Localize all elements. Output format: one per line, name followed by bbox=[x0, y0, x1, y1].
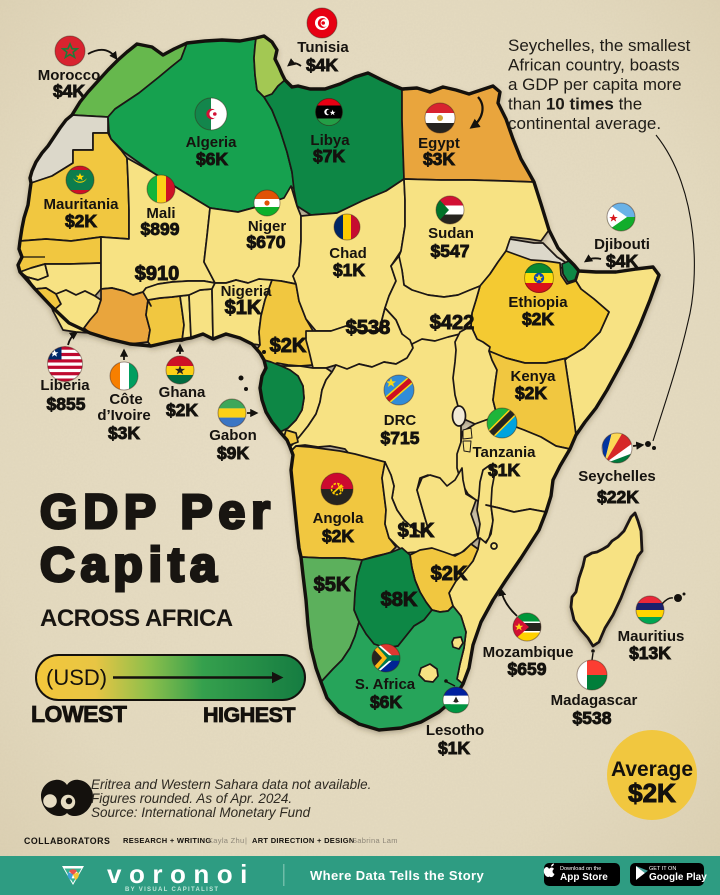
svg-text:$4K: $4K bbox=[306, 55, 338, 75]
svg-text:HIGHEST: HIGHEST bbox=[203, 703, 295, 727]
svg-text:Kenya: Kenya bbox=[510, 368, 556, 385]
svg-text:$3K: $3K bbox=[108, 423, 140, 443]
svg-text:$2K: $2K bbox=[270, 335, 307, 357]
svg-text:GDP Per: GDP Per bbox=[40, 486, 276, 539]
svg-text:BY VISUAL CAPITALIST: BY VISUAL CAPITALIST bbox=[125, 887, 219, 893]
svg-text:$910: $910 bbox=[135, 263, 180, 285]
svg-text:$5K: $5K bbox=[314, 574, 351, 596]
svg-text:$13K: $13K bbox=[629, 643, 671, 663]
svg-text:$422: $422 bbox=[430, 312, 475, 334]
svg-text:$7K: $7K bbox=[313, 146, 345, 166]
svg-text:continental average.: continental average. bbox=[508, 114, 661, 133]
svg-text:Figures rounded. As of Apr. 20: Figures rounded. As of Apr. 2024. bbox=[91, 791, 292, 806]
svg-text:Mauritius: Mauritius bbox=[618, 628, 685, 645]
svg-text:$4K: $4K bbox=[53, 81, 85, 101]
svg-text:$2K: $2K bbox=[515, 383, 547, 403]
svg-text:$2K: $2K bbox=[431, 563, 468, 585]
svg-text:$855: $855 bbox=[47, 394, 86, 414]
svg-text:GET IT ON: GET IT ON bbox=[649, 866, 676, 872]
svg-text:Gabon: Gabon bbox=[209, 427, 257, 444]
svg-text:$2K: $2K bbox=[628, 778, 676, 808]
svg-text:Eritrea and Western Sahara dat: Eritrea and Western Sahara data not avai… bbox=[91, 777, 371, 792]
svg-text:$2K: $2K bbox=[166, 400, 198, 420]
svg-text:Madagascar: Madagascar bbox=[551, 692, 638, 709]
svg-text:RESEARCH + WRITING: RESEARCH + WRITING bbox=[123, 836, 212, 845]
svg-text:$2K: $2K bbox=[322, 526, 354, 546]
svg-text:Angola: Angola bbox=[313, 510, 364, 527]
svg-text:$670: $670 bbox=[247, 232, 286, 252]
svg-text:Sudan: Sudan bbox=[428, 225, 474, 242]
svg-text:Djibouti: Djibouti bbox=[594, 236, 650, 253]
svg-text:$8K: $8K bbox=[381, 589, 418, 611]
svg-text:S. Africa: S. Africa bbox=[355, 676, 416, 693]
svg-text:Seychelles: Seychelles bbox=[578, 468, 656, 485]
svg-text:$2K: $2K bbox=[65, 211, 97, 231]
svg-text:Liberia: Liberia bbox=[40, 377, 90, 394]
svg-text:$3K: $3K bbox=[423, 149, 455, 169]
svg-text:$6K: $6K bbox=[370, 692, 402, 712]
svg-text:$1K: $1K bbox=[438, 738, 470, 758]
svg-text:$1K: $1K bbox=[488, 460, 520, 480]
svg-text:Ethiopia: Ethiopia bbox=[508, 294, 568, 311]
svg-text:Where Data Tells the Story: Where Data Tells the Story bbox=[310, 868, 485, 883]
svg-text:$538: $538 bbox=[346, 317, 391, 339]
svg-text:DRC: DRC bbox=[384, 412, 417, 429]
svg-text:$538: $538 bbox=[573, 708, 612, 728]
svg-text:d’Ivoire: d’Ivoire bbox=[97, 407, 150, 424]
svg-text:$2K: $2K bbox=[522, 309, 554, 329]
svg-text:Capita: Capita bbox=[40, 539, 223, 592]
svg-text:Lesotho: Lesotho bbox=[426, 722, 484, 739]
svg-text:$547: $547 bbox=[431, 241, 470, 261]
svg-text:$659: $659 bbox=[508, 659, 547, 679]
svg-text:LOWEST: LOWEST bbox=[31, 701, 127, 727]
svg-text:$715: $715 bbox=[381, 428, 420, 448]
svg-text:Sabrina Lam: Sabrina Lam bbox=[352, 836, 398, 845]
svg-text:$1K: $1K bbox=[333, 260, 365, 280]
svg-text:than 10 times the: than 10 times the bbox=[508, 95, 642, 114]
svg-text:App Store: App Store bbox=[560, 872, 608, 883]
svg-text:(USD): (USD) bbox=[46, 665, 107, 690]
svg-text:ART DIRECTION + DESIGN: ART DIRECTION + DESIGN bbox=[252, 836, 355, 845]
svg-text:Seychelles, the smallest: Seychelles, the smallest bbox=[508, 36, 691, 55]
svg-text:Niger: Niger bbox=[248, 218, 287, 235]
svg-text:Tunisia: Tunisia bbox=[297, 39, 349, 56]
svg-text:Libya: Libya bbox=[310, 132, 350, 149]
svg-text:Source: International Monetary: Source: International Monetary Fund bbox=[91, 805, 311, 820]
svg-text:Ghana: Ghana bbox=[159, 384, 206, 401]
svg-text:Kayla Zhu: Kayla Zhu bbox=[208, 836, 244, 845]
svg-text:COLLABORATORS: COLLABORATORS bbox=[24, 836, 110, 846]
svg-text:a GDP per capita more: a GDP per capita more bbox=[508, 75, 682, 94]
svg-text:$899: $899 bbox=[141, 219, 180, 239]
svg-text:African country, boasts: African country, boasts bbox=[508, 56, 680, 75]
svg-text:$1K: $1K bbox=[398, 520, 435, 542]
svg-text:$4K: $4K bbox=[606, 251, 638, 271]
svg-text:Mozambique: Mozambique bbox=[483, 644, 574, 661]
svg-text:$22K: $22K bbox=[597, 487, 639, 507]
svg-text:|: | bbox=[245, 836, 247, 845]
svg-text:Morocco: Morocco bbox=[38, 67, 101, 84]
svg-text:Côte: Côte bbox=[109, 391, 142, 408]
svg-text:voronoi: voronoi bbox=[107, 859, 255, 889]
svg-text:Average: Average bbox=[611, 758, 693, 781]
svg-text:Mali: Mali bbox=[146, 205, 175, 222]
svg-text:Download on the: Download on the bbox=[560, 866, 601, 872]
svg-text:ACROSS AFRICA: ACROSS AFRICA bbox=[40, 605, 233, 632]
svg-text:$6K: $6K bbox=[196, 149, 228, 169]
svg-text:$9K: $9K bbox=[217, 443, 249, 463]
svg-text:Nigeria: Nigeria bbox=[221, 283, 273, 300]
svg-text:Mauritania: Mauritania bbox=[43, 196, 119, 213]
svg-text:Chad: Chad bbox=[329, 245, 367, 262]
svg-text:Algeria: Algeria bbox=[186, 134, 238, 151]
svg-text:Tanzania: Tanzania bbox=[472, 444, 536, 461]
svg-text:Google Play: Google Play bbox=[649, 872, 707, 883]
svg-text:Egypt: Egypt bbox=[418, 135, 460, 152]
svg-text:$1K: $1K bbox=[225, 297, 262, 319]
